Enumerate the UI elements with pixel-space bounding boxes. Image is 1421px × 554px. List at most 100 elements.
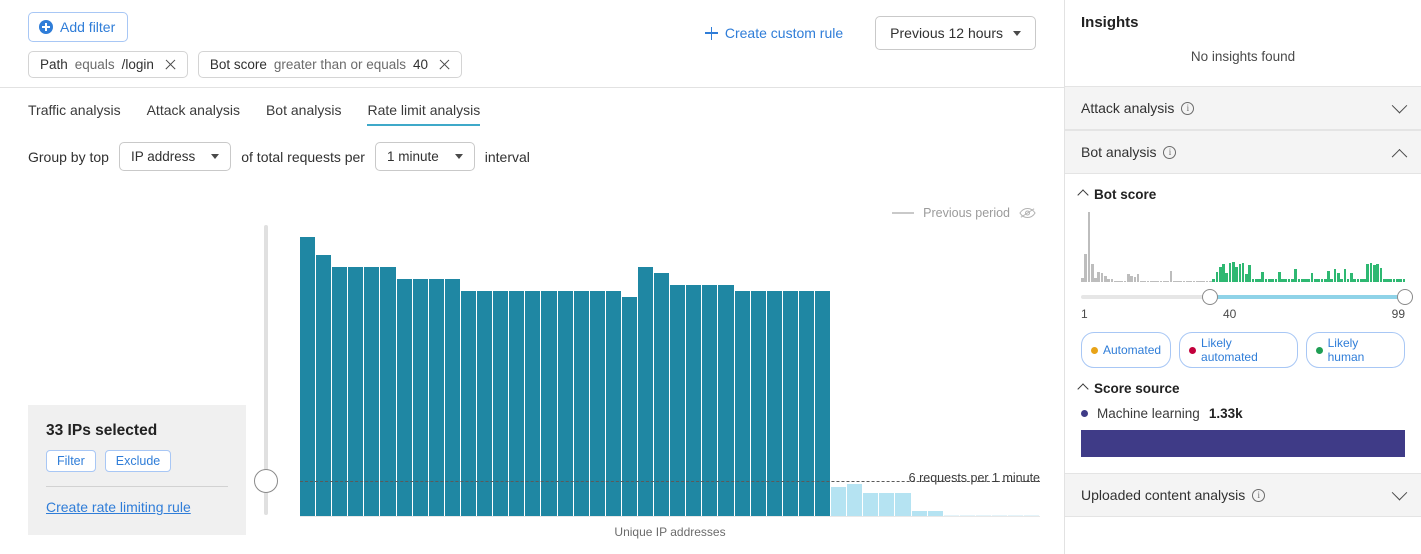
- bar[interactable]: [509, 290, 526, 517]
- bar[interactable]: [766, 290, 783, 517]
- bot-score-range-slider[interactable]: [1081, 289, 1413, 305]
- interval-select[interactable]: 1 minute: [374, 142, 475, 171]
- legend-dot-icon: [1091, 346, 1098, 354]
- bar[interactable]: [927, 511, 944, 517]
- legend-chip-likely-human[interactable]: Likely human: [1305, 332, 1405, 368]
- bar[interactable]: [621, 296, 638, 517]
- bot-score-label: Bot score: [1094, 187, 1157, 202]
- threshold-slider-track[interactable]: [264, 225, 268, 515]
- range-slider-handle-min[interactable]: [1201, 289, 1218, 305]
- bar[interactable]: [444, 278, 461, 517]
- top-right-actions: Create custom rule Previous 12 hours: [704, 16, 1036, 50]
- threshold-label: 6 requests per 1 minute: [908, 471, 1040, 486]
- tab-bot-analysis[interactable]: Bot analysis: [265, 102, 342, 118]
- accordion-uploaded-content-analysis[interactable]: Uploaded content analysis i: [1065, 473, 1421, 517]
- chart-plot-area[interactable]: [300, 237, 1041, 517]
- time-range-select[interactable]: Previous 12 hours: [875, 16, 1036, 50]
- bar[interactable]: [348, 266, 365, 517]
- accordion-attack-analysis[interactable]: Attack analysis i: [1065, 86, 1421, 130]
- histogram-bar: [1369, 262, 1373, 282]
- bar[interactable]: [525, 290, 542, 517]
- bar[interactable]: [493, 290, 510, 517]
- previous-period-legend[interactable]: Previous period: [892, 206, 1036, 220]
- bar[interactable]: [734, 290, 751, 517]
- bar[interactable]: [541, 290, 558, 517]
- histogram-bar: [1353, 279, 1357, 282]
- bar[interactable]: [831, 487, 848, 517]
- score-source-section-header[interactable]: Score source: [1065, 368, 1421, 402]
- bar-series[interactable]: [300, 237, 1041, 517]
- create-custom-rule-label: Create custom rule: [724, 25, 844, 41]
- bar[interactable]: [654, 272, 671, 517]
- histogram-bar: [1212, 279, 1215, 282]
- chevron-down-icon: [454, 154, 463, 159]
- bar[interactable]: [863, 493, 880, 517]
- threshold-slider-handle[interactable]: [254, 469, 278, 494]
- histogram-bar: [1222, 264, 1225, 282]
- accordion-bot-analysis[interactable]: Bot analysis i: [1065, 130, 1421, 174]
- bar[interactable]: [702, 284, 719, 517]
- filter-button[interactable]: Filter: [46, 450, 96, 472]
- bar[interactable]: [412, 278, 429, 517]
- bar[interactable]: [798, 290, 815, 517]
- tab-traffic-analysis[interactable]: Traffic analysis: [28, 102, 121, 118]
- histogram-bar: [1097, 271, 1101, 282]
- legend-chip-automated[interactable]: Automated: [1081, 332, 1172, 368]
- bar[interactable]: [718, 284, 735, 517]
- tab-rate-limit-analysis[interactable]: Rate limit analysis: [367, 102, 481, 126]
- histogram-bar: [1218, 266, 1222, 282]
- bar[interactable]: [557, 290, 574, 517]
- bar[interactable]: [847, 484, 864, 517]
- histogram-bar: [1182, 280, 1186, 282]
- legend-chip-likely-automated[interactable]: Likely automated: [1179, 332, 1298, 368]
- bar[interactable]: [477, 290, 494, 517]
- bot-score-section-header[interactable]: Bot score: [1065, 174, 1421, 208]
- histogram-bar: [1366, 264, 1370, 282]
- histogram-bar: [1396, 279, 1399, 282]
- filter-chip-bot-score[interactable]: Bot score greater than or equals 40: [197, 51, 463, 78]
- create-rate-limiting-rule-link[interactable]: Create rate limiting rule: [46, 499, 191, 515]
- bar[interactable]: [605, 290, 622, 517]
- bar[interactable]: [332, 266, 349, 517]
- bar[interactable]: [573, 290, 590, 517]
- histogram-bar: [1208, 280, 1212, 282]
- eye-off-icon[interactable]: [1019, 207, 1036, 219]
- bar[interactable]: [879, 493, 896, 517]
- remove-filter-icon[interactable]: [163, 57, 178, 72]
- info-icon[interactable]: i: [1163, 145, 1177, 159]
- bar[interactable]: [589, 290, 606, 517]
- bar[interactable]: [316, 254, 333, 517]
- bar[interactable]: [428, 278, 445, 517]
- bar[interactable]: [460, 290, 478, 517]
- bar[interactable]: [380, 266, 397, 517]
- remove-filter-icon[interactable]: [437, 57, 452, 72]
- create-custom-rule-button[interactable]: Create custom rule: [704, 25, 844, 41]
- bar[interactable]: [670, 284, 687, 517]
- exclude-button[interactable]: Exclude: [104, 450, 172, 472]
- bar[interactable]: [686, 284, 703, 517]
- histogram-bar: [1333, 269, 1337, 282]
- bar[interactable]: [782, 290, 799, 517]
- histogram-bar: [1297, 279, 1301, 282]
- group-by-dimension-select[interactable]: IP address: [118, 142, 232, 171]
- threshold-slider[interactable]: [254, 225, 278, 515]
- bar[interactable]: [300, 237, 317, 517]
- info-icon[interactable]: i: [1252, 488, 1266, 502]
- bar[interactable]: [396, 278, 413, 517]
- bar[interactable]: [815, 290, 832, 517]
- tab-attack-analysis[interactable]: Attack analysis: [146, 102, 240, 118]
- accordion-label: Attack analysis: [1081, 100, 1175, 116]
- info-icon[interactable]: i: [1181, 101, 1195, 115]
- bar[interactable]: [637, 266, 655, 517]
- chevron-up-icon: [1077, 188, 1089, 201]
- add-filter-button[interactable]: Add filter: [28, 12, 129, 42]
- bar[interactable]: [895, 493, 912, 517]
- bar[interactable]: [364, 266, 381, 517]
- range-slider-fill: [1209, 295, 1405, 299]
- histogram-bar: [1245, 274, 1248, 282]
- score-source-item-value: 1.33k: [1208, 406, 1243, 421]
- bar[interactable]: [911, 511, 928, 517]
- range-slider-handle-max[interactable]: [1397, 289, 1413, 305]
- filter-chip-path[interactable]: Path equals /login: [28, 51, 188, 78]
- bar[interactable]: [750, 290, 767, 517]
